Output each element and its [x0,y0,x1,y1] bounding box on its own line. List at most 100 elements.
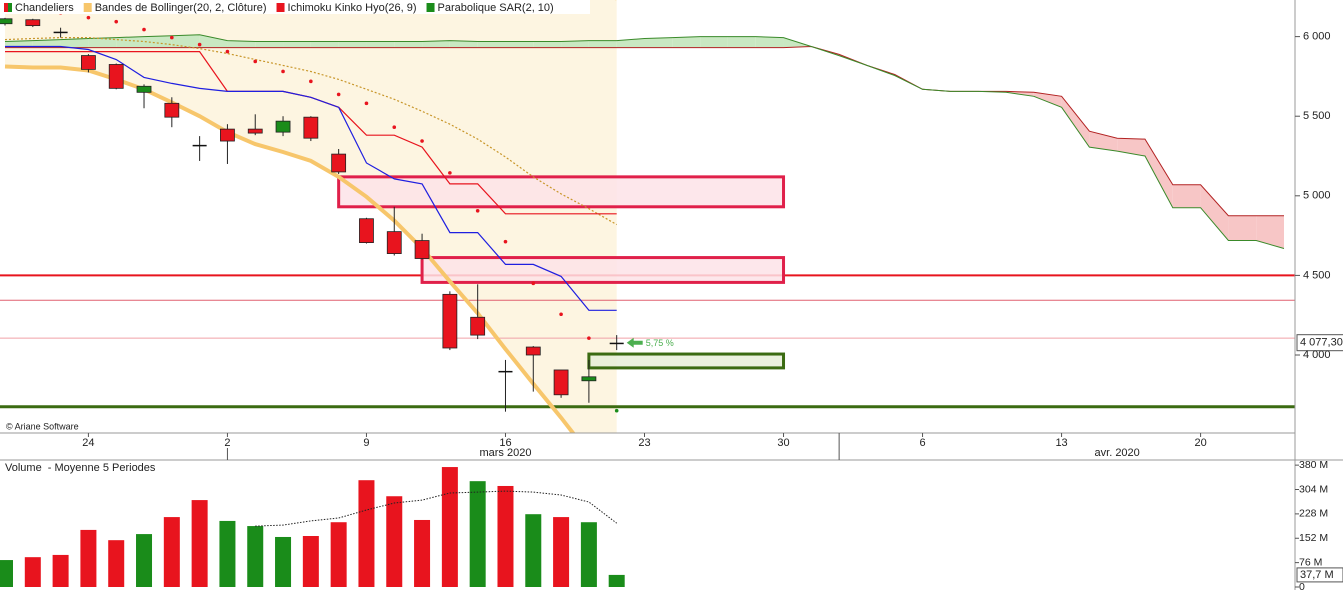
ichimoku-cloud [616,38,645,48]
volume-bar [553,517,570,587]
candle-body [442,293,458,349]
volume-bar [358,480,375,587]
copyright: © Ariane Software [6,421,79,431]
ichimoku-cloud [1228,215,1257,241]
annotation: 5,75 % [646,338,674,348]
ichimoku-cloud [422,40,450,48]
sar-dot [475,208,480,213]
bollinger-middle [4,37,617,226]
volume-bar [386,496,403,587]
ichimoku-cloud [1033,92,1062,108]
y-tick-label: 4 000 [1303,349,1331,361]
volume-bar [580,522,597,587]
sar-dot [559,312,563,317]
x-tick-label: 6 [919,437,925,449]
sar-dot [614,408,619,413]
ichimoku-cloud [672,36,701,48]
zone [587,352,786,370]
candle-body [581,376,597,382]
volume-bar [163,517,180,587]
volume-bar [497,485,514,587]
zone [337,175,786,209]
ichimoku-cloud [171,34,200,48]
ichimoku-cloud [449,40,478,48]
ichimoku-cloud [1256,215,1284,249]
y-tick-label: 0 [1299,581,1305,590]
candle-body [164,102,180,118]
candle-body [108,64,124,89]
sar-dot [587,336,591,340]
candle-body [247,128,263,134]
volume-bar [136,534,153,587]
sar-dot [448,171,452,175]
last-price-label: 4 077,30 [1300,337,1343,349]
last-price-box [1296,334,1343,352]
sar-dot [142,27,146,32]
candle-body [136,85,152,93]
ichimoku-cloud [1144,139,1173,208]
ichimoku-cloud [1089,131,1118,152]
legend-background [0,0,590,14]
volume-bar [414,519,431,587]
sar-dot [170,35,174,40]
y-tick-label: 6 000 [1303,31,1331,43]
candle-body [303,116,319,139]
ichimoku-cloud [755,36,784,48]
candle-body [25,19,41,27]
sar-dot [253,59,258,64]
candle-body [414,240,430,259]
ichimoku-cloud [533,41,562,48]
last-volume-label: 37,7 M [1300,569,1334,581]
sar-dot [392,125,397,129]
volume-bar [302,536,319,587]
ichimoku-cloud [561,40,589,48]
ichimoku-cloud [477,41,506,48]
ichimoku-cloud [1172,184,1201,208]
ichimoku-cloud [644,37,673,48]
sar-dot [420,139,424,143]
sar-dot [114,19,119,24]
x-tick-label: 16 [499,437,511,449]
sar-dot [281,69,285,74]
sar-dot [364,101,369,106]
senkou-span-b [5,45,1284,217]
ichimoku-cloud [199,34,228,48]
sar-dot [86,15,91,20]
volume-title: Volume - Moyenne 5 Periodes [5,462,156,474]
legend-icon [83,3,92,12]
volume-ma [255,490,618,527]
legend-icon [426,3,435,12]
ichimoku-cloud [1061,96,1090,148]
ichimoku-cloud [394,41,423,48]
volume-bar [330,522,347,587]
volume-bar [608,574,625,587]
legend-icon [8,3,12,12]
bollinger-fill [5,0,617,433]
x-tick-label: 23 [638,437,650,449]
legend-label: Bandes de Bollinger(20, 2, Clôture) [95,2,267,14]
y-tick-label: 380 M [1299,459,1328,471]
zone [420,256,786,284]
overlay: 5,75 % Chandeliers Bandes de Bollinger(20,… [0,0,674,348]
ichimoku-cloud [727,36,756,48]
ichimoku-cloud [32,39,61,48]
volume-bar [191,500,208,587]
ichimoku-cloud [1117,138,1145,157]
y-tick-label: 152 M [1299,532,1328,544]
candle-body [331,153,347,173]
last-volume-box [1296,567,1343,583]
y-tick-label: 5 500 [1303,110,1331,122]
volume-bar [108,540,125,587]
ichimoku-cloud [255,41,284,48]
ichimoku-cloud [366,41,395,48]
volume-bar [0,560,13,587]
volume-bar [24,557,41,587]
candle-body [553,369,569,396]
tenkan-sen [5,45,617,311]
sar-dot [225,49,230,54]
ichimoku-cloud [60,38,89,48]
volume-bar [52,554,69,587]
volume-bar [525,514,542,587]
volume-bar [219,520,236,587]
